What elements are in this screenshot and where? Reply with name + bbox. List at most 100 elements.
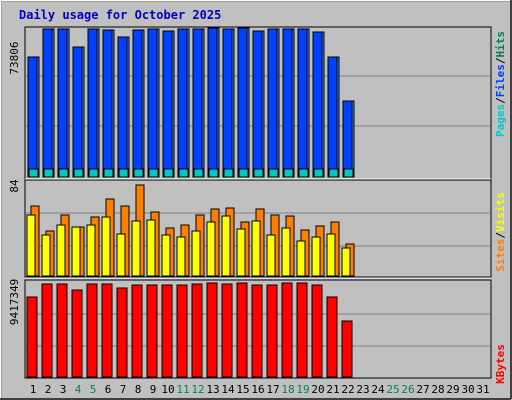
bar-visits <box>311 236 321 277</box>
bar-pages <box>328 168 339 178</box>
bar-kbytes <box>131 284 143 378</box>
bar-visits <box>341 247 351 277</box>
bar-pages <box>283 168 294 178</box>
bar-pages <box>133 168 144 178</box>
bars-visits-sites <box>26 184 355 277</box>
y-max-label-kbytes: 9417349 <box>8 279 21 325</box>
bar-files <box>162 30 173 178</box>
bar-pages <box>73 168 84 178</box>
x-tick-label: 12 <box>191 383 204 396</box>
bar-visits <box>326 233 336 277</box>
bar-pages <box>343 168 354 178</box>
bar-files <box>327 56 338 178</box>
y-max-label-hits: 73806 <box>8 41 21 74</box>
x-tick-label: 14 <box>221 383 235 396</box>
bar-visits <box>176 236 186 277</box>
bar-visits <box>161 234 171 277</box>
x-tick-label: 26 <box>401 383 414 396</box>
bar-files <box>42 28 53 178</box>
bar-kbytes <box>281 282 293 378</box>
bar-files <box>282 28 293 178</box>
bars-kbytes <box>26 282 353 378</box>
bar-kbytes <box>71 289 83 378</box>
bar-kbytes <box>191 283 203 378</box>
bar-pages <box>208 168 219 178</box>
bar-files <box>147 28 158 178</box>
x-tick-label: 16 <box>251 383 264 396</box>
bar-files <box>87 28 98 178</box>
legend-part: Files <box>494 64 507 97</box>
bar-files <box>117 36 128 178</box>
bar-files <box>27 56 38 178</box>
x-tick-label: 13 <box>206 383 219 396</box>
bar-pages <box>298 168 309 178</box>
bar-pages <box>58 168 69 178</box>
bar-files <box>132 29 143 178</box>
bar-files <box>342 100 353 178</box>
bar-pages <box>253 168 264 178</box>
x-tick-label: 2 <box>45 383 52 396</box>
x-tick-label: 30 <box>461 383 474 396</box>
bar-files <box>222 28 233 178</box>
x-tick-label: 3 <box>60 383 67 396</box>
bar-files <box>177 28 188 178</box>
bar-visits <box>266 234 276 277</box>
bar-visits <box>131 220 141 277</box>
bar-pages <box>163 168 174 178</box>
x-axis-day-labels: 1 2 3 4 5 6 7 8 9 10 11 12 13 14 15 16 17 18 19 20 21 22 23 24 2… <box>30 383 490 396</box>
bar-pages <box>88 168 99 178</box>
bar-kbytes <box>101 283 113 378</box>
bar-visits <box>26 214 36 277</box>
legend-part: Sites <box>494 239 507 272</box>
legend-part: Pages <box>494 104 507 137</box>
bar-visits <box>221 215 231 277</box>
bar-kbytes <box>206 282 218 378</box>
legend-kbytes: KBytes <box>494 344 507 384</box>
x-tick-label: 11 <box>176 383 189 396</box>
legend-part: KBytes <box>494 344 507 384</box>
bar-kbytes <box>236 282 248 378</box>
bar-kbytes <box>251 284 263 378</box>
bar-files <box>237 27 248 178</box>
bar-kbytes <box>311 284 323 378</box>
bar-pages <box>268 168 279 178</box>
bar-files <box>252 30 263 178</box>
bar-kbytes <box>176 284 188 378</box>
x-tick-label: 22 <box>341 383 354 396</box>
bar-pages <box>193 168 204 178</box>
x-tick-label: 18 <box>281 383 294 396</box>
bar-kbytes <box>266 284 278 378</box>
bar-files <box>297 28 308 178</box>
bar-files <box>267 28 278 178</box>
x-tick-label: 6 <box>105 383 112 396</box>
x-tick-label: 5 <box>90 383 97 396</box>
chart-title: Daily usage for October 2025 <box>19 8 221 22</box>
bar-kbytes <box>326 296 338 378</box>
bar-kbytes <box>26 296 38 378</box>
bar-kbytes <box>296 282 308 378</box>
bar-visits <box>281 227 291 277</box>
bar-kbytes <box>56 283 68 378</box>
x-tick-label: 17 <box>266 383 279 396</box>
bar-files <box>72 46 83 178</box>
bar-pages <box>118 168 129 178</box>
x-tick-label: 27 <box>416 383 429 396</box>
legend-part: / <box>494 57 507 64</box>
bar-visits <box>71 226 81 277</box>
bars-hits-files-pages <box>27 27 355 178</box>
x-tick-label: 28 <box>431 383 444 396</box>
bar-visits <box>116 233 126 277</box>
x-tick-label: 7 <box>120 383 127 396</box>
x-tick-label: 15 <box>236 383 249 396</box>
bar-files <box>207 27 218 178</box>
bar-files <box>192 28 203 178</box>
bar-pages <box>178 168 189 178</box>
bar-files <box>312 31 323 178</box>
bar-pages <box>103 168 114 178</box>
x-tick-label: 21 <box>326 383 339 396</box>
x-tick-label: 10 <box>161 383 174 396</box>
bar-pages <box>28 168 39 178</box>
bar-pages <box>148 168 159 178</box>
